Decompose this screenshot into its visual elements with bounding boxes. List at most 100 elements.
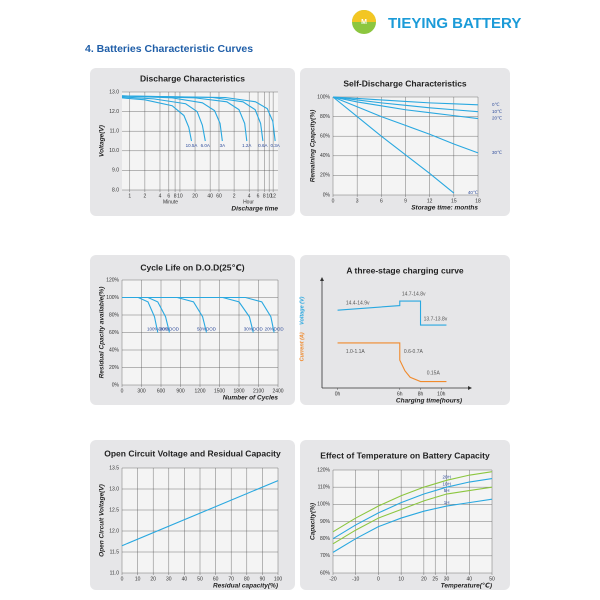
x-tick-label: -20 (329, 576, 336, 582)
x-tick-label: 900 (176, 388, 185, 394)
y-tick-label: 80% (320, 536, 331, 542)
y-tick-label: 0% (323, 192, 331, 198)
series-label: 3A (220, 143, 226, 148)
chart-title: Self-Discharge Characteristics (343, 78, 467, 88)
annotation: 0.15A (427, 370, 441, 376)
series-line (121, 95, 276, 142)
x-axis-label: Temperature(℃) (441, 582, 492, 590)
y-tick-label: 80% (109, 312, 120, 318)
series-line (332, 96, 479, 120)
y-axis-label: Capacity(%) (310, 503, 317, 540)
x-tick-label: 6 (380, 198, 383, 204)
chart-panel: Cycle Life on D.O.D(25℃) 0% 20% 40% 60% 80% 10… (90, 255, 295, 405)
x-tick-label: 2 (233, 193, 236, 199)
y-tick-label: 40% (109, 347, 120, 353)
x-tick-label: 20 (421, 576, 427, 582)
series-line (332, 478, 493, 540)
svg-text:M: M (361, 19, 367, 26)
x-tick-label: 4 (159, 193, 162, 199)
series-label: 0.6A (258, 143, 267, 148)
series-label: 5H (444, 488, 450, 493)
y-tick-label: 110% (318, 484, 331, 490)
annotation: 0.6-0.7A (404, 349, 424, 355)
y-tick-label: 20% (109, 365, 120, 371)
x-group-label: Minute (163, 199, 178, 205)
y-tick-label: 0% (112, 382, 120, 388)
y-tick-label: 100% (317, 94, 330, 100)
x-tick-label: 30 (444, 576, 450, 582)
y-tick-label: 60% (320, 134, 331, 140)
x-tick-label: 50 (489, 576, 495, 582)
y-tick-label: 11.5 (110, 549, 120, 555)
chart-panel: Discharge Characteristics 8.0 9.0 10.0 11.0 1… (90, 68, 295, 216)
chart-title: A three-stage charging curve (346, 265, 464, 275)
x-tick-label: 40 (207, 193, 213, 199)
y-tick-label: 120% (106, 277, 119, 283)
y-tick-label: 13.0 (109, 486, 119, 492)
x-tick-label: 300 (137, 388, 146, 394)
series-label: 0.3A (271, 143, 280, 148)
series-line (332, 96, 479, 106)
x-tick-label: 3 (356, 198, 359, 204)
x-tick-label: 40 (467, 576, 473, 582)
y-tick-label: 60% (320, 570, 331, 576)
x-tick-label: 10 (177, 193, 183, 199)
y-axis-label: Voltage (V) (299, 296, 305, 325)
series-label: 10.5A (186, 143, 198, 148)
series-line (121, 96, 206, 142)
x-tick-label: 90 (260, 576, 266, 582)
brand: TIEYING BATTERY (388, 15, 521, 32)
x-tick-label: 50 (197, 576, 203, 582)
x-tick-label: 70 (228, 576, 234, 582)
y-tick-label: 70% (320, 553, 331, 559)
chart-title: Effect of Temperature on Battery Capacit… (320, 450, 490, 460)
x-tick-label: 30 (166, 576, 172, 582)
x-tick-label: 60 (216, 193, 222, 199)
x-tick-label: 8 (174, 193, 177, 199)
x-tick-label: 10h (437, 391, 446, 397)
y-tick-label: 100% (106, 295, 119, 301)
series-label: 50%DOD (197, 327, 217, 332)
series-label: 100%DOD (147, 327, 169, 332)
series-line (121, 480, 279, 547)
x-tick-label: 20 (150, 576, 156, 582)
series-label: 1.2A (242, 143, 251, 148)
series-line (121, 97, 193, 142)
x-tick-label: 1800 (233, 388, 244, 394)
y-tick-label: 10.0 (109, 148, 119, 154)
series-label: 20%DOD (265, 327, 285, 332)
x-tick-label: 2100 (253, 388, 264, 394)
y-tick-label: 13.5 (109, 465, 119, 471)
x-tick-label: 9 (404, 198, 407, 204)
series-label: 40℃ (468, 190, 478, 195)
x-tick-label: 15 (451, 198, 457, 204)
x-axis-label: Number of Cycles (223, 395, 279, 402)
series-label: 0℃ (492, 102, 500, 107)
y-tick-label: 11.0 (110, 129, 120, 135)
y-tick-label: 12.5 (109, 507, 119, 513)
y-tick-label: 120% (317, 467, 330, 473)
x-tick-label: 20 (192, 193, 198, 199)
x-tick-label: 25 (432, 576, 438, 582)
series-line (121, 95, 248, 142)
series-label: 6.0A (201, 143, 210, 148)
series-label: 10H (442, 481, 450, 486)
x-tick-label: 10 (135, 576, 141, 582)
annotation: 13.7-13.8v (424, 317, 448, 323)
x-tick-label: 0 (121, 576, 124, 582)
x-tick-label: 40 (182, 576, 188, 582)
x-tick-label: 10 (266, 193, 272, 199)
y2-axis-label: Current (A) (299, 332, 305, 361)
series-label: 20H (442, 474, 450, 479)
chart-panel: Effect of Temperature on Battery Capacit… (300, 440, 510, 590)
x-tick-label: 600 (157, 388, 166, 394)
series-line (332, 498, 493, 553)
series-line (122, 296, 275, 333)
x-tick-label: 0 (332, 198, 335, 204)
x-tick-label: 4 (248, 193, 251, 199)
x-axis-label: Storage time: months (411, 205, 478, 212)
panel-bg (300, 255, 510, 405)
x-tick-label: 0h (335, 391, 341, 397)
y-tick-label: 60% (109, 330, 120, 336)
